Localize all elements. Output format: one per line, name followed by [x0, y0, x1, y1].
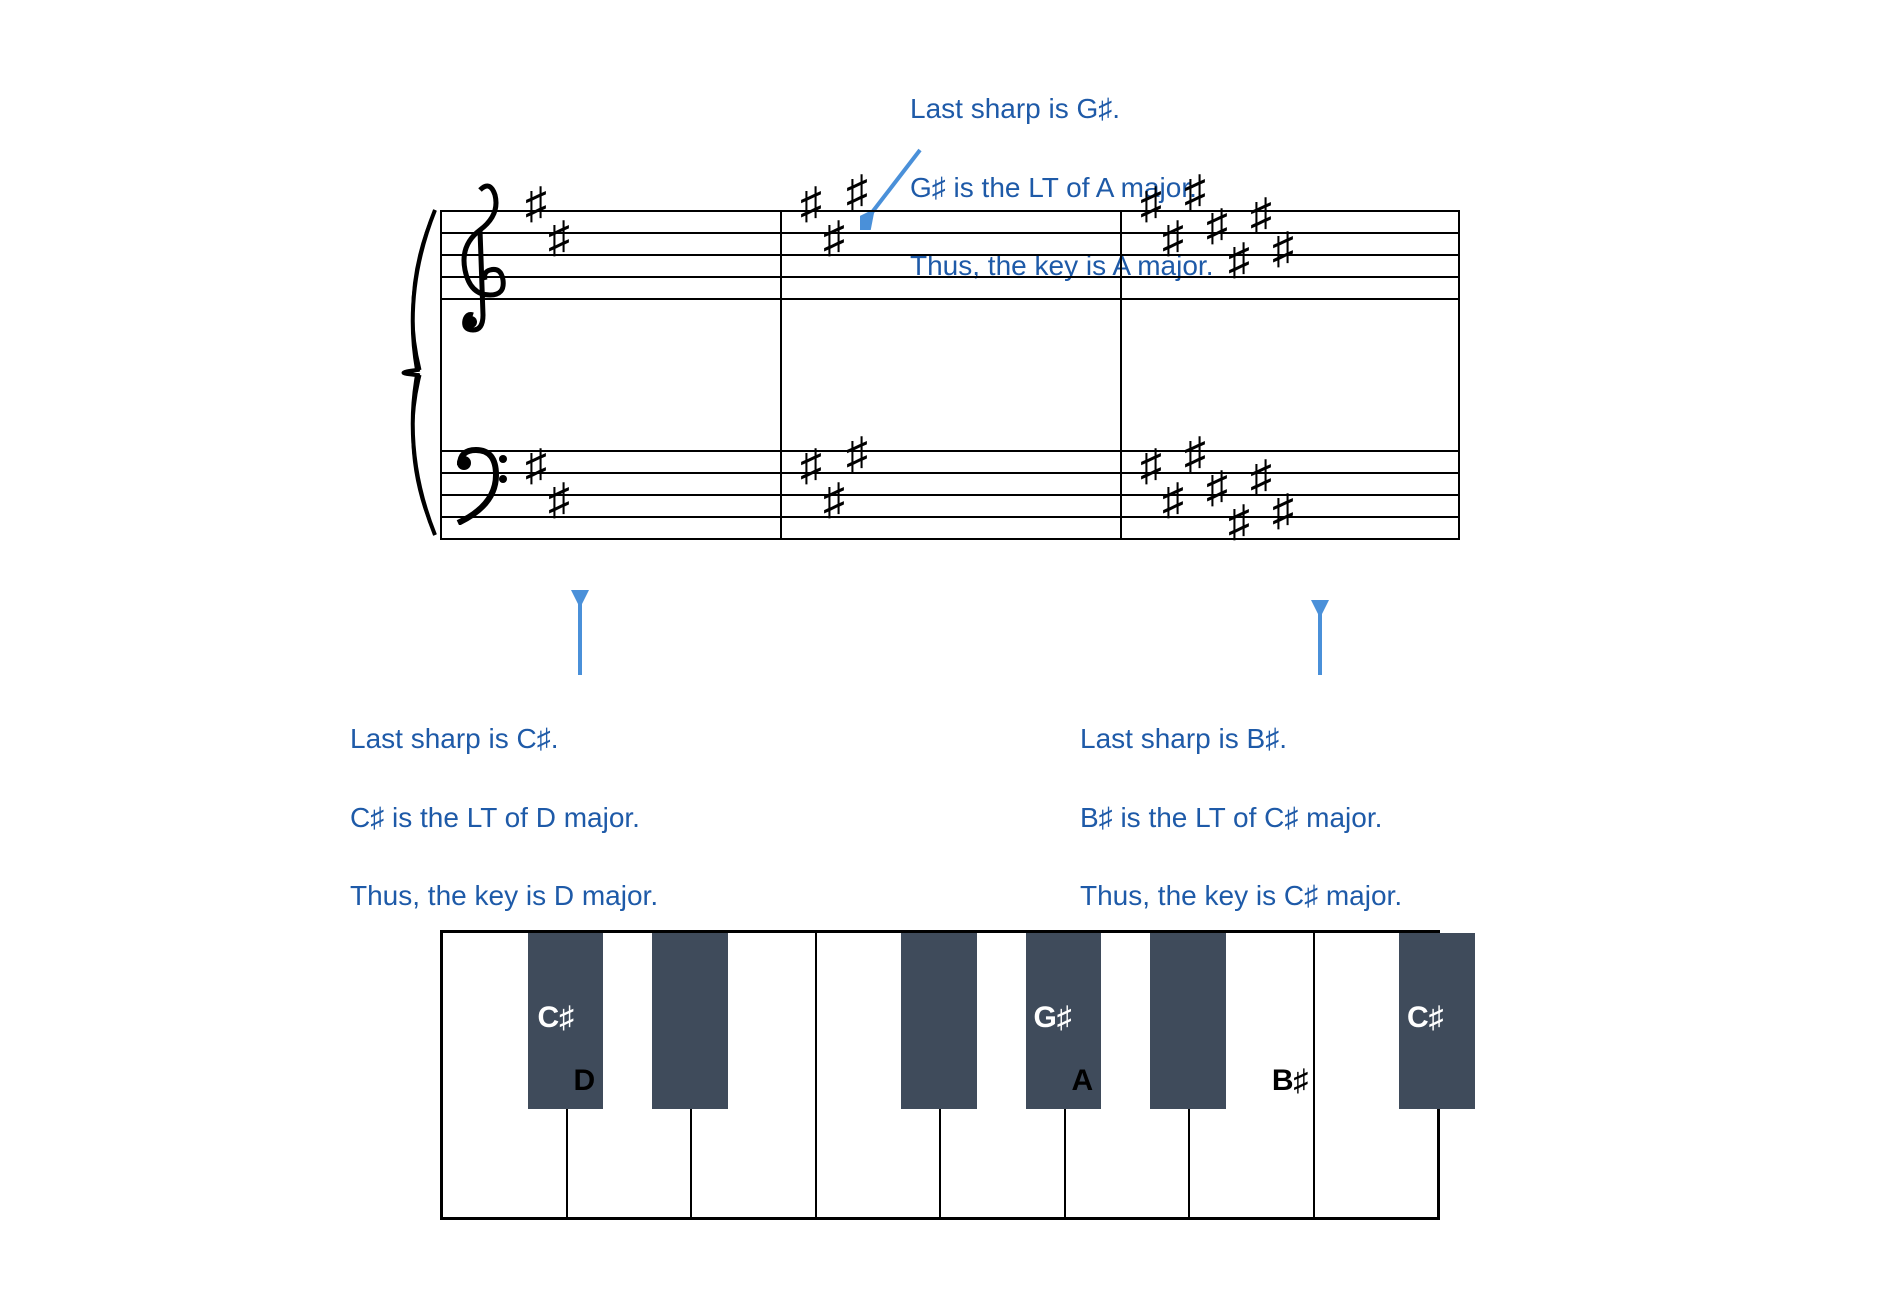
sharp-icon: ♯ [1162, 478, 1184, 522]
label-csharp: C♯ [538, 1001, 575, 1035]
sharp-icon: ♯ [1228, 238, 1250, 282]
label-a: A [1072, 1064, 1094, 1098]
annotation-bottom-left: Last sharp is C♯. C♯ is the LT of D majo… [350, 680, 658, 915]
annotation-bl-line2: C♯ is the LT of D major. [350, 802, 640, 833]
sharp-icon: ♯ [800, 444, 822, 488]
sharp-icon: ♯ [1228, 500, 1250, 544]
treble-staff [440, 210, 1460, 320]
barline-end [1458, 210, 1460, 538]
sharp-icon: ♯ [1140, 444, 1162, 488]
sharp-icon: ♯ [1184, 432, 1206, 476]
bass-clef-icon [448, 445, 508, 525]
annotation-top-line1: Last sharp is G♯. [910, 93, 1120, 124]
sharp-icon: ♯ [1250, 455, 1272, 499]
black-key-fsharp [901, 933, 977, 1109]
white-key-c2: C♯ [1315, 933, 1438, 1217]
sharp-icon: ♯ [846, 170, 868, 214]
sharp-icon: ♯ [1206, 204, 1228, 248]
sharp-icon: ♯ [1272, 489, 1294, 533]
arrow-bottom-right [1300, 600, 1340, 680]
sharp-icon: ♯ [548, 216, 570, 260]
label-csharp2: C♯ [1407, 1001, 1444, 1035]
sharp-icon: ♯ [1184, 170, 1206, 214]
annotation-bottom-right: Last sharp is B♯. B♯ is the LT of C♯ maj… [1080, 680, 1402, 915]
barline-start [440, 210, 442, 538]
staff-brace [395, 205, 445, 545]
label-bsharp: B♯ [1272, 1064, 1309, 1098]
annotation-br-line3: Thus, the key is C♯ major. [1080, 880, 1402, 911]
annotation-br-line1: Last sharp is B♯. [1080, 723, 1287, 754]
sharp-icon: ♯ [800, 182, 822, 226]
sharp-icon: ♯ [823, 478, 845, 522]
sharp-icon: ♯ [846, 432, 868, 476]
bass-staff [440, 450, 1460, 560]
black-key-csharp2: C♯ [1399, 933, 1475, 1109]
black-key-dsharp [652, 933, 728, 1109]
sharp-icon: ♯ [1162, 216, 1184, 260]
black-key-asharp [1150, 933, 1226, 1109]
grand-staff: ♯ ♯ ♯ ♯ ♯ ♯ ♯ ♯ ♯ ♯ ♯ ♯ ♯ ♯ ♯ ♯ ♯ ♯ ♯ ♯ … [440, 210, 1460, 430]
annotation-bl-line3: Thus, the key is D major. [350, 880, 658, 911]
white-key-f [817, 933, 942, 1217]
sharp-icon: ♯ [1250, 193, 1272, 237]
annotation-bl-line1: Last sharp is C♯. [350, 723, 559, 754]
sharp-icon: ♯ [525, 444, 547, 488]
sharp-icon: ♯ [1206, 466, 1228, 510]
sharp-icon: ♯ [823, 216, 845, 260]
arrow-bottom-left [560, 590, 600, 680]
barline-2 [1120, 210, 1122, 538]
barline-1 [780, 210, 782, 538]
annotation-br-line2: B♯ is the LT of C♯ major. [1080, 802, 1382, 833]
label-d: D [574, 1064, 596, 1098]
sharp-icon: ♯ [525, 182, 547, 226]
piano-keyboard: C♯ D G♯ A B♯ C♯ [440, 930, 1440, 1220]
label-gsharp: G♯ [1034, 1001, 1072, 1035]
white-key-c: C♯ [443, 933, 568, 1217]
sharp-icon: ♯ [1272, 227, 1294, 271]
treble-clef-icon [445, 175, 515, 340]
sharp-icon: ♯ [1140, 182, 1162, 226]
sharp-icon: ♯ [548, 478, 570, 522]
